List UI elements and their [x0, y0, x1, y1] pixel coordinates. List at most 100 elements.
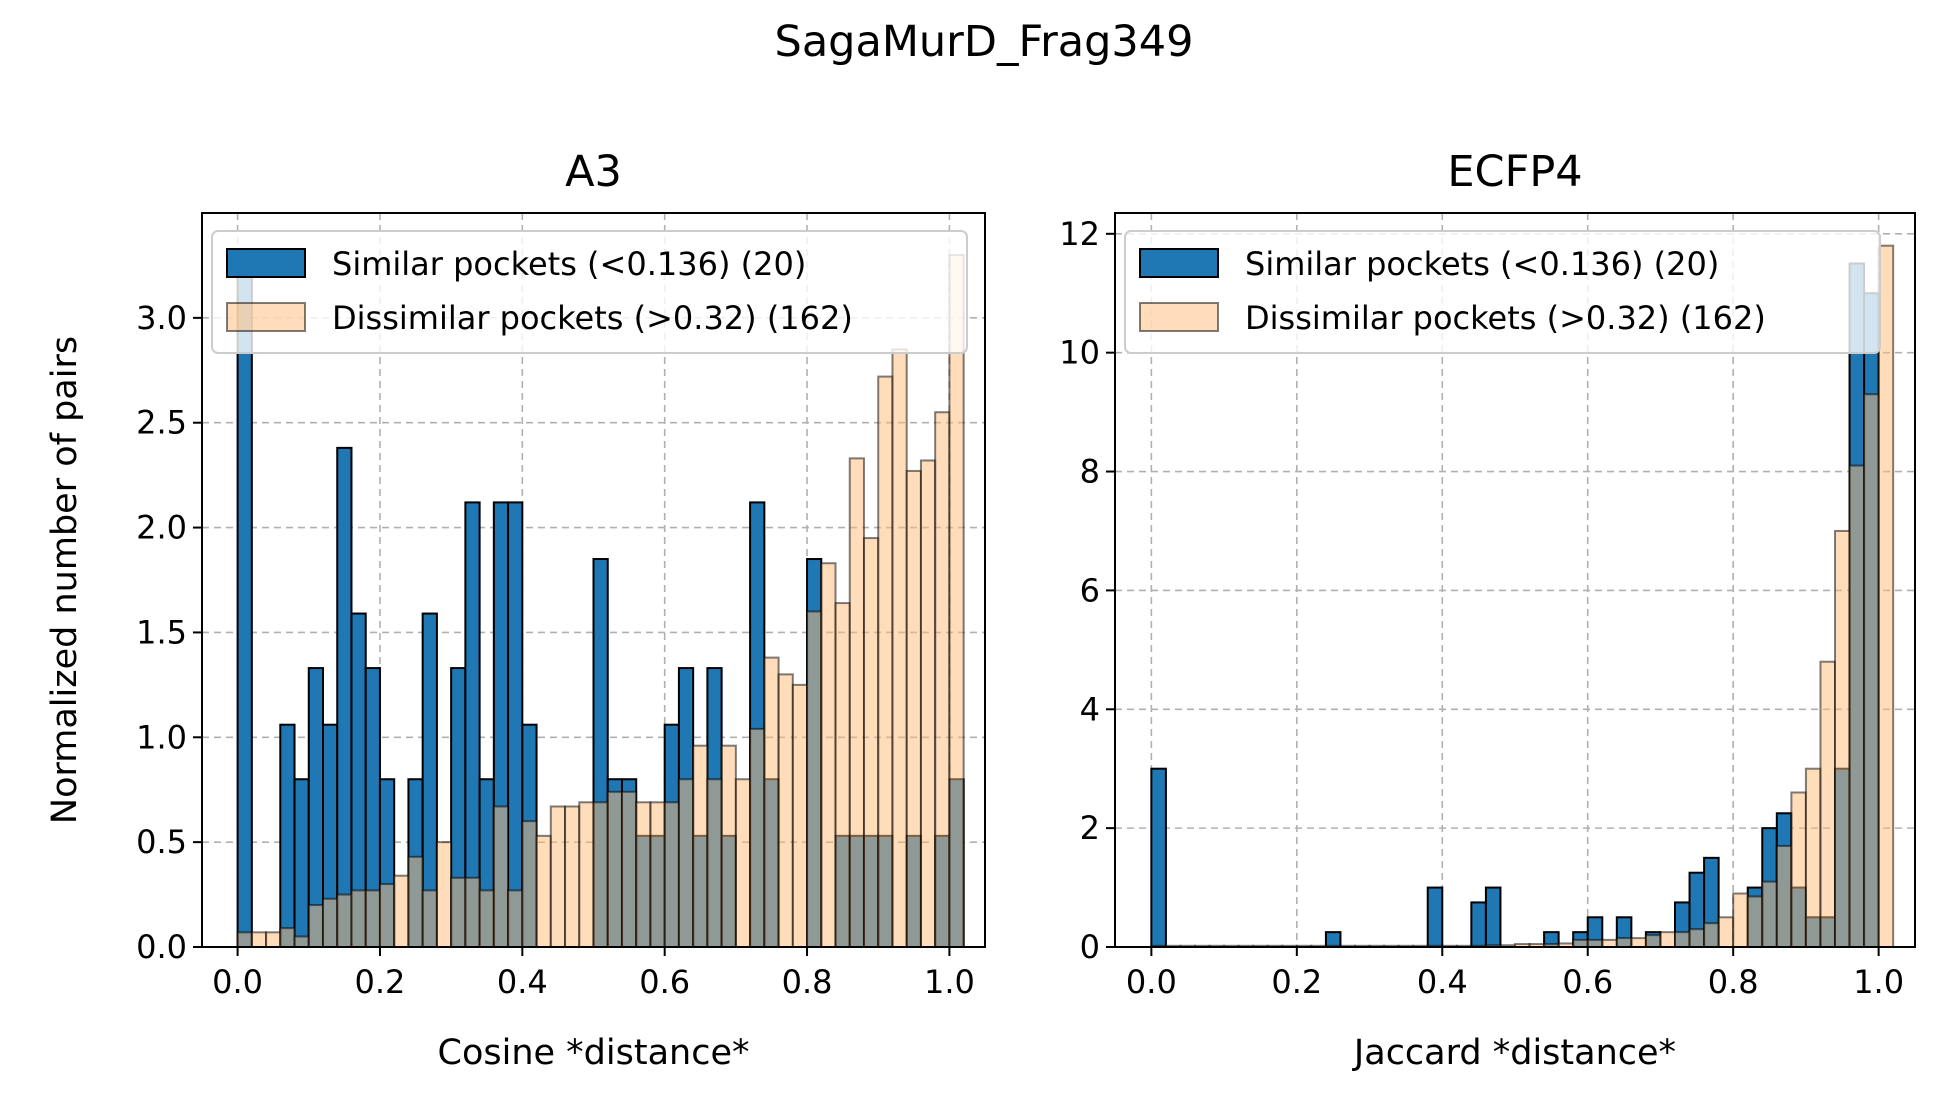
x-tick-label: 0.0 [1126, 963, 1177, 1001]
bar [350, 889, 367, 948]
bar [1732, 892, 1749, 949]
series-dissimilar [1150, 244, 1895, 949]
bar [549, 805, 567, 949]
figure-title: SagaMurD_Frag349 [775, 17, 1194, 67]
legend-swatch [1139, 302, 1219, 332]
bar [919, 459, 937, 948]
bar [862, 537, 880, 948]
legend-entry-label: Similar pockets (<0.136) (20) [1245, 245, 1719, 283]
y-tick-label: 10 [1059, 334, 1100, 372]
bar [905, 469, 922, 948]
bar [322, 897, 339, 948]
bar [877, 375, 894, 948]
chart-panel-a3: 0.0 0.2 0.4 0.6 0.8 1.0 0.0 0.5 1.0 1.5 2.0 2.5 3.0 A… [45, 147, 986, 1073]
bar [692, 744, 709, 948]
y-tick-label: 6 [1080, 571, 1100, 609]
y-tick-label: 3.0 [136, 299, 187, 337]
x-tick-label: 0.8 [1708, 963, 1759, 1001]
bar [848, 457, 865, 948]
x-axis-label: Cosine *distance* [438, 1033, 750, 1073]
bar [265, 931, 282, 949]
y-tick-label: 1.0 [136, 718, 187, 756]
bar [777, 673, 794, 948]
bar [620, 790, 638, 948]
bar [1572, 938, 1589, 949]
x-tick-label: 0.6 [639, 963, 690, 1001]
bar [1717, 916, 1735, 948]
legend-swatch [226, 248, 306, 278]
bar [293, 935, 310, 948]
bar [307, 904, 325, 948]
bar [393, 874, 410, 948]
bar [578, 801, 595, 948]
panel-title: A3 [565, 147, 622, 197]
bar [478, 889, 495, 948]
bar [507, 889, 524, 948]
bar [1761, 880, 1778, 948]
series-similar [1150, 262, 1880, 949]
bar [336, 446, 353, 948]
bar [293, 778, 310, 948]
bar [1848, 464, 1866, 948]
bar [948, 253, 965, 948]
bar [1659, 931, 1677, 949]
x-tick-label: 1.0 [924, 963, 975, 1001]
bar [1688, 928, 1706, 949]
bar [749, 727, 766, 949]
bar [1703, 922, 1720, 949]
chart-panel-ecfp4: 0.0 0.2 0.4 0.6 0.8 1.0 0 2 4 6 8 10 12 ECFP4 Jaccard … [1059, 147, 1916, 1073]
bar [635, 801, 652, 948]
bar [592, 801, 609, 948]
bar [763, 656, 780, 948]
bar [378, 883, 396, 948]
bar [1426, 886, 1444, 948]
bar [1834, 529, 1851, 948]
y-tick-label: 0 [1080, 928, 1100, 966]
legend-frame [1124, 230, 1881, 354]
bar [1863, 393, 1880, 948]
bar [464, 876, 481, 949]
bar [421, 889, 438, 948]
legend-swatch [226, 302, 306, 332]
y-axis-label: Normalized number of pairs [45, 336, 85, 824]
panel-title: ECFP4 [1447, 147, 1582, 197]
bar [250, 931, 268, 949]
legend-swatch [1139, 248, 1219, 278]
bar [1324, 931, 1342, 949]
bar [677, 778, 695, 948]
y-tick-label: 2 [1080, 809, 1100, 847]
x-tick-label: 0.4 [1417, 963, 1468, 1001]
bar [450, 876, 467, 949]
y-tick-label: 0.5 [136, 823, 187, 861]
bar [1746, 895, 1764, 949]
bar [720, 744, 737, 948]
y-tick-label: 1.5 [136, 613, 187, 651]
bar [891, 348, 908, 949]
bar [820, 562, 837, 948]
bar [564, 805, 581, 949]
legend-entry-label: Dissimilar pockets (>0.32) (162) [1245, 299, 1766, 337]
bar [507, 501, 524, 948]
x-tick-label: 1.0 [1853, 963, 1904, 1001]
x-tick-label: 0.2 [1271, 963, 1322, 1001]
x-tick-label: 0.0 [212, 963, 263, 1001]
bar [806, 610, 823, 948]
legend-entry-label: Dissimilar pockets (>0.32) (162) [332, 299, 853, 337]
bar [1484, 886, 1502, 948]
bar [435, 841, 453, 949]
bar [1601, 938, 1618, 949]
bar [934, 411, 951, 948]
bar [1150, 767, 1167, 948]
x-tick-label: 0.6 [1562, 963, 1613, 1001]
bar [492, 805, 510, 949]
bar [521, 820, 538, 949]
bar [279, 927, 296, 949]
bar [236, 931, 253, 949]
legend-entry-label: Similar pockets (<0.136) (20) [332, 245, 806, 283]
plot-frame [201, 212, 986, 948]
bar [1674, 931, 1691, 949]
y-tick-label: 2.0 [136, 509, 187, 547]
bar [734, 778, 752, 948]
bar [606, 790, 623, 948]
bar [1819, 660, 1837, 948]
